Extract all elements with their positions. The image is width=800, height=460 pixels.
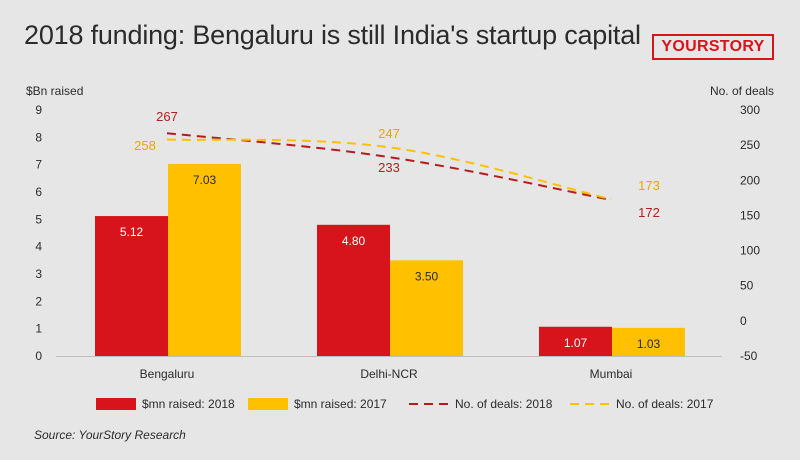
legend-item: No. of deals: 2018 xyxy=(409,397,553,411)
deal-label-2018: 233 xyxy=(378,160,400,175)
bar-2018 xyxy=(95,216,168,356)
source-note: Source: YourStory Research xyxy=(34,428,186,442)
y-tick-label: 0 xyxy=(35,349,42,363)
deals-2017-line xyxy=(166,138,612,201)
y-tick-label: 6 xyxy=(35,185,42,199)
legend-item: $mn raised: 2017 xyxy=(248,397,387,411)
legend-swatch xyxy=(248,398,288,410)
y-tick-label: 4 xyxy=(35,240,42,254)
y-tick-label: 5 xyxy=(35,212,42,226)
bar-2017 xyxy=(612,327,685,356)
bar-2018 xyxy=(317,224,390,356)
bar-2018 xyxy=(539,326,612,356)
bars xyxy=(95,163,685,356)
y2-tick-label: 50 xyxy=(740,279,754,293)
legend: $mn raised: 2018 $mn raised: 2017 No. of d… xyxy=(96,397,714,411)
deal-lines xyxy=(166,132,612,201)
axes: 0 1 2 3 4 5 6 7 8 9 -50 0 50 100 150 200 250 300 Bengaluru… xyxy=(35,103,760,381)
deal-label-2017: 247 xyxy=(378,126,400,141)
legend-item: $mn raised: 2018 xyxy=(96,397,235,411)
bar-value-label: 3.50 xyxy=(415,269,439,283)
y2-tick-label: 0 xyxy=(740,314,747,328)
bar-value-label: 1.07 xyxy=(564,336,588,350)
y2-tick-label: 150 xyxy=(740,208,760,222)
bar-value-label: 5.12 xyxy=(120,225,144,239)
deal-label-2017: 258 xyxy=(134,138,156,153)
bar-value-label: 1.03 xyxy=(637,337,661,351)
legend-label: No. of deals: 2017 xyxy=(616,397,714,411)
y-tick-label: 7 xyxy=(35,158,42,172)
legend-label: $mn raised: 2018 xyxy=(142,397,235,411)
y-tick-label: 8 xyxy=(35,130,42,144)
yourstory-logo: YOURSTORY xyxy=(652,34,774,60)
bar-2017 xyxy=(390,260,463,356)
y-tick-label: 3 xyxy=(35,267,42,281)
deal-label-2017: 173 xyxy=(638,178,660,193)
x-tick-label: Bengaluru xyxy=(140,367,195,381)
legend-label: $mn raised: 2017 xyxy=(294,397,387,411)
bar-2017 xyxy=(168,163,241,356)
y-tick-label: 2 xyxy=(35,294,42,308)
bar-value-label: 4.80 xyxy=(342,234,366,248)
chart-title: 2018 funding: Bengaluru is still India's… xyxy=(24,20,641,50)
deals-2018-line xyxy=(166,132,612,201)
y-tick-label: 1 xyxy=(35,322,42,336)
y2-axis-label: No. of deals xyxy=(710,84,774,98)
deal-label-2018: 267 xyxy=(156,109,178,124)
y2-tick-label: 300 xyxy=(740,103,760,117)
legend-item: No. of deals: 2017 xyxy=(570,397,714,411)
y2-tick-label: -50 xyxy=(740,349,758,363)
x-tick-label: Mumbai xyxy=(590,367,633,381)
y2-tick-label: 200 xyxy=(740,173,760,187)
legend-label: No. of deals: 2018 xyxy=(455,397,553,411)
y-tick-label: 9 xyxy=(35,103,42,117)
y2-tick-label: 100 xyxy=(740,244,760,258)
legend-swatch xyxy=(96,398,136,410)
data-labels: 5.12 4.80 1.07 7.03 3.50 1.03 267 233 172 258 247 1… xyxy=(120,109,661,351)
deal-label-2018: 172 xyxy=(638,205,660,220)
y2-tick-label: 250 xyxy=(740,138,760,152)
x-tick-label: Delhi-NCR xyxy=(360,367,418,381)
y-axis-label: $Bn raised xyxy=(26,84,83,98)
bar-value-label: 7.03 xyxy=(193,173,217,187)
